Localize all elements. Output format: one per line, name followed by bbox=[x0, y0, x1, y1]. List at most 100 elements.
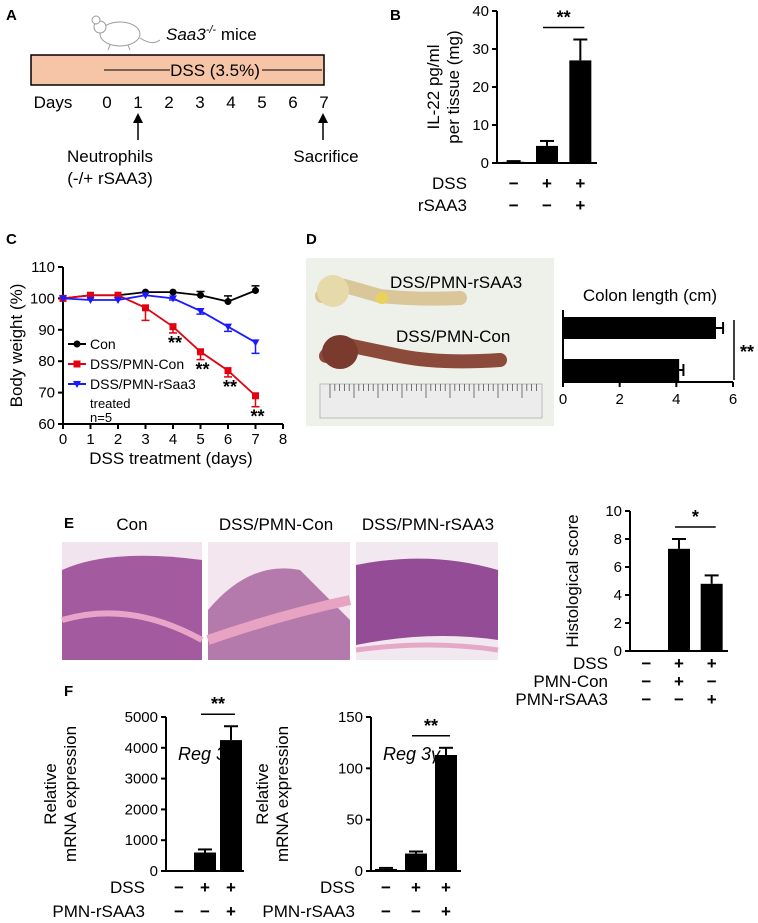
significance-label: ** bbox=[250, 407, 264, 427]
legend-note: n=5 bbox=[90, 410, 112, 425]
arrow-day7 bbox=[318, 113, 328, 140]
condition-mark: − bbox=[707, 672, 717, 691]
x-tick-label: 3 bbox=[141, 431, 149, 448]
y-tick-label: 10 bbox=[472, 117, 489, 134]
data-point bbox=[169, 323, 177, 331]
arrow-day1 bbox=[133, 113, 143, 140]
y-axis-label: Relative bbox=[41, 763, 60, 824]
data-point bbox=[224, 323, 232, 331]
bar bbox=[700, 583, 723, 651]
y-axis-label: Histological score bbox=[563, 514, 582, 647]
condition-label: DSS bbox=[573, 654, 608, 673]
data-point bbox=[114, 291, 122, 299]
condition-mark: + bbox=[707, 654, 717, 673]
neutrophils-sublabel: (-/+ rSAA3) bbox=[67, 169, 153, 188]
condition-label: DSS bbox=[432, 174, 467, 193]
panel-a-timeline: Saa3-/- mice DSS (3.5%) Days 0 1 2 3 4 5 6 7 Ne… bbox=[30, 15, 359, 188]
significance-label: ** bbox=[557, 8, 571, 28]
colon-photo: DSS/PMN-rSAA3 DSS/PMN-Con bbox=[306, 258, 554, 426]
data-point bbox=[197, 291, 204, 299]
y-tick-label: 60 bbox=[38, 416, 55, 433]
data-point bbox=[196, 307, 205, 315]
data-point bbox=[224, 298, 232, 306]
significance-label: ** bbox=[168, 333, 182, 353]
y-tick-label: 20 bbox=[472, 79, 489, 96]
day-tick-0: 0 bbox=[102, 93, 111, 112]
condition-mark: − bbox=[200, 902, 210, 921]
condition-mark: + bbox=[226, 878, 236, 897]
panel-letter-d: D bbox=[306, 231, 317, 248]
y-tick-label: 4000 bbox=[125, 740, 158, 757]
condition-mark: − bbox=[509, 196, 519, 215]
photo-label-top: DSS/PMN-rSAA3 bbox=[390, 273, 522, 292]
data-point bbox=[169, 295, 177, 303]
condition-mark: + bbox=[200, 878, 210, 897]
chart-f-reg3g: 0 50 100 150 ** DSS − + + PMN-rSAA3 − − + Relative mRN… bbox=[253, 709, 461, 921]
condition-mark: + bbox=[226, 902, 236, 921]
gene-label: Reg 3β bbox=[178, 744, 236, 764]
data-point bbox=[252, 287, 259, 295]
day-tick-2: 2 bbox=[164, 93, 173, 112]
data-point bbox=[169, 288, 177, 296]
panel-letter-c: C bbox=[6, 231, 17, 248]
mouse-icon bbox=[91, 15, 161, 51]
significance-label: ** bbox=[223, 377, 237, 397]
condition-label: PMN-rSAA3 bbox=[52, 902, 145, 921]
data-point bbox=[224, 367, 232, 375]
condition-mark: + bbox=[411, 878, 421, 897]
x-tick-label: 2 bbox=[114, 431, 122, 448]
condition-mark: − bbox=[641, 672, 651, 691]
day-tick-1: 1 bbox=[133, 93, 142, 112]
histology-image-con bbox=[61, 542, 204, 660]
y-tick-label: 90 bbox=[38, 322, 55, 339]
histology-label-con: Con bbox=[116, 515, 147, 534]
data-point bbox=[114, 296, 122, 304]
condition-mark: − bbox=[641, 690, 651, 709]
y-tick-label: 100 bbox=[30, 290, 55, 307]
legend-label: DSS/PMN-rSaa3 bbox=[90, 376, 196, 392]
days-label: Days bbox=[34, 93, 73, 112]
day-tick-6: 6 bbox=[288, 93, 297, 112]
y-axis-label: IL-22 pg/ml bbox=[424, 44, 443, 129]
x-axis-label: DSS treatment (days) bbox=[89, 449, 252, 468]
condition-mark: + bbox=[441, 878, 451, 897]
significance-label: ** bbox=[424, 716, 438, 736]
data-point bbox=[142, 304, 149, 312]
gene-label: Reg 3γ bbox=[383, 744, 441, 764]
y-tick-label: 5000 bbox=[125, 709, 158, 726]
day-tick-3: 3 bbox=[195, 93, 204, 112]
histology-label-dss-pmn-rsaa3: DSS/PMN-rSAA3 bbox=[362, 515, 494, 534]
data-point bbox=[252, 392, 259, 400]
condition-mark: − bbox=[174, 878, 184, 897]
legend-label: DSS/PMN-Con bbox=[90, 356, 184, 372]
condition-mark: − bbox=[509, 174, 519, 193]
data-point bbox=[251, 339, 260, 347]
neutrophils-label: Neutrophils bbox=[67, 147, 153, 166]
legend-label: Con bbox=[90, 336, 116, 352]
x-tick-label: 1 bbox=[86, 431, 94, 448]
y-tick-label: 8 bbox=[614, 531, 622, 548]
x-tick-label: 6 bbox=[224, 431, 232, 448]
bar bbox=[563, 317, 716, 339]
bar bbox=[435, 754, 457, 871]
x-tick-label: 7 bbox=[251, 431, 259, 448]
y-axis-label: mRNA expression bbox=[61, 726, 80, 862]
bar bbox=[220, 740, 242, 871]
y-axis-label: per tissue (mg) bbox=[444, 30, 463, 143]
condition-label: DSS bbox=[110, 878, 145, 897]
y-tick-label: 100 bbox=[338, 760, 363, 777]
condition-mark: + bbox=[441, 902, 451, 921]
day-tick-7: 7 bbox=[319, 93, 328, 112]
data-point bbox=[87, 291, 94, 299]
day-tick-5: 5 bbox=[257, 93, 266, 112]
x-tick-label: 8 bbox=[279, 431, 287, 448]
y-tick-label: 4 bbox=[614, 587, 622, 604]
y-tick-label: 10 bbox=[605, 503, 622, 520]
sacrifice-label: Sacrifice bbox=[293, 147, 358, 166]
condition-label: rSAA3 bbox=[418, 196, 467, 215]
y-axis-label: Body weight (%) bbox=[7, 284, 26, 408]
bar bbox=[405, 853, 427, 871]
bar bbox=[668, 548, 690, 651]
